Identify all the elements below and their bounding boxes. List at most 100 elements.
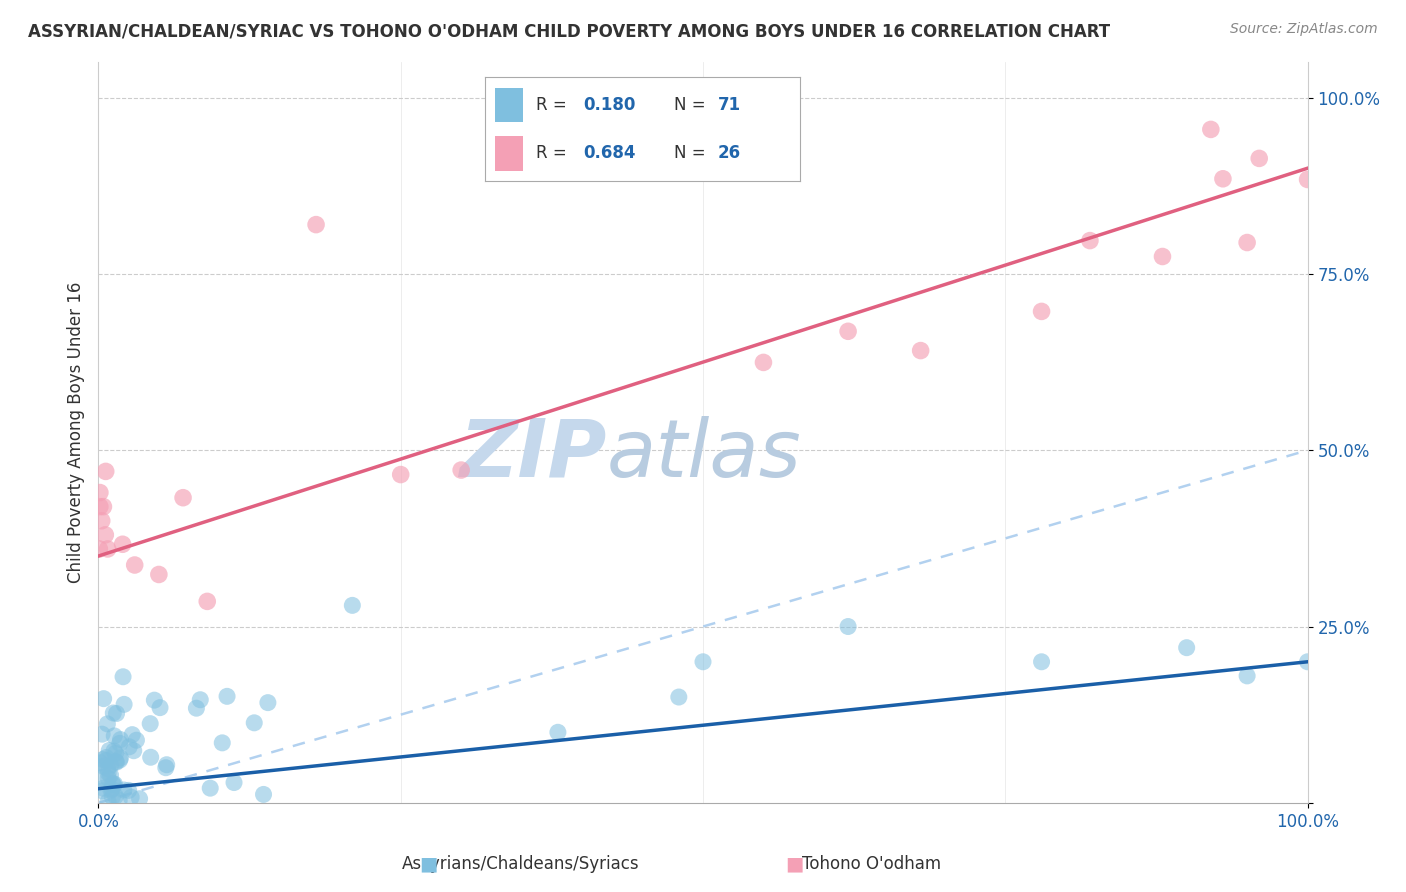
Point: [1078, 234, 1101, 248]
Point: [200, 781, 222, 796]
Point: [257, 696, 280, 710]
Point: [837, 619, 859, 633]
Point: [112, 698, 135, 712]
Point: [837, 324, 859, 338]
Point: [94, 754, 117, 768]
Point: [110, 732, 132, 747]
Point: [110, 751, 132, 765]
Point: [215, 690, 238, 704]
Point: [121, 728, 143, 742]
Point: [692, 655, 714, 669]
Point: [195, 594, 218, 608]
Point: [104, 755, 127, 769]
Point: [117, 783, 139, 797]
Point: [103, 729, 125, 743]
Point: [122, 744, 145, 758]
Point: [1212, 171, 1234, 186]
Point: [91, 759, 114, 773]
Point: [910, 343, 932, 358]
Point: [1031, 304, 1053, 318]
Point: [89, 485, 111, 500]
Point: [222, 775, 245, 789]
Point: [1236, 669, 1258, 683]
Point: [120, 790, 142, 805]
Text: ■: ■: [785, 855, 804, 873]
Point: [91, 771, 114, 785]
Point: [128, 791, 150, 805]
Point: [139, 716, 162, 731]
Point: [90, 756, 112, 770]
Point: [100, 783, 122, 797]
Point: [90, 514, 112, 528]
Point: [105, 706, 128, 721]
Point: [108, 736, 131, 750]
Point: [155, 761, 177, 775]
Point: [101, 776, 124, 790]
Point: [103, 706, 125, 720]
Point: [305, 218, 328, 232]
Point: [97, 765, 120, 780]
Point: [1152, 250, 1174, 264]
Point: [1296, 172, 1319, 186]
Point: [143, 693, 166, 707]
Point: [96, 717, 118, 731]
Point: [94, 464, 117, 478]
Point: [547, 725, 569, 739]
Point: [252, 788, 274, 802]
Point: [112, 783, 135, 797]
Point: [450, 463, 472, 477]
Point: [124, 558, 146, 572]
Point: [100, 768, 122, 782]
Point: [97, 762, 120, 776]
Point: [1236, 235, 1258, 250]
Point: [91, 727, 114, 741]
Point: [125, 733, 148, 747]
Point: [100, 758, 122, 772]
Y-axis label: Child Poverty Among Boys Under 16: Child Poverty Among Boys Under 16: [66, 282, 84, 583]
Text: ZIP: ZIP: [458, 416, 606, 494]
Point: [1296, 655, 1319, 669]
Point: [98, 743, 121, 757]
Point: [93, 691, 115, 706]
Point: [139, 750, 162, 764]
Point: [104, 747, 127, 761]
Text: atlas: atlas: [606, 416, 801, 494]
Point: [1249, 152, 1271, 166]
Point: [149, 700, 172, 714]
Point: [97, 795, 120, 809]
Point: [91, 784, 114, 798]
Point: [172, 491, 194, 505]
Point: [211, 736, 233, 750]
Point: [156, 757, 179, 772]
Point: [105, 755, 128, 769]
Point: [91, 752, 114, 766]
Point: [104, 789, 127, 804]
Point: [93, 500, 115, 514]
Point: [668, 690, 690, 704]
Point: [97, 541, 120, 556]
Point: [186, 701, 208, 715]
Point: [1175, 640, 1198, 655]
Point: [752, 355, 775, 369]
Point: [89, 500, 111, 514]
Point: [188, 692, 211, 706]
Point: [108, 753, 131, 767]
Point: [103, 777, 125, 791]
Point: [1031, 655, 1053, 669]
Point: [97, 772, 120, 786]
Point: [1199, 122, 1222, 136]
Point: [108, 793, 131, 807]
Text: Tohono O'odham: Tohono O'odham: [803, 855, 941, 872]
Point: [94, 528, 117, 542]
Point: [148, 567, 170, 582]
Point: [101, 789, 124, 804]
Point: [103, 744, 125, 758]
Text: Assyrians/Chaldeans/Syriacs: Assyrians/Chaldeans/Syriacs: [401, 855, 640, 872]
Point: [342, 599, 364, 613]
Point: [118, 739, 141, 754]
Point: [112, 670, 135, 684]
Point: [91, 781, 114, 796]
Point: [389, 467, 412, 482]
Point: [101, 782, 124, 797]
Point: [94, 750, 117, 764]
